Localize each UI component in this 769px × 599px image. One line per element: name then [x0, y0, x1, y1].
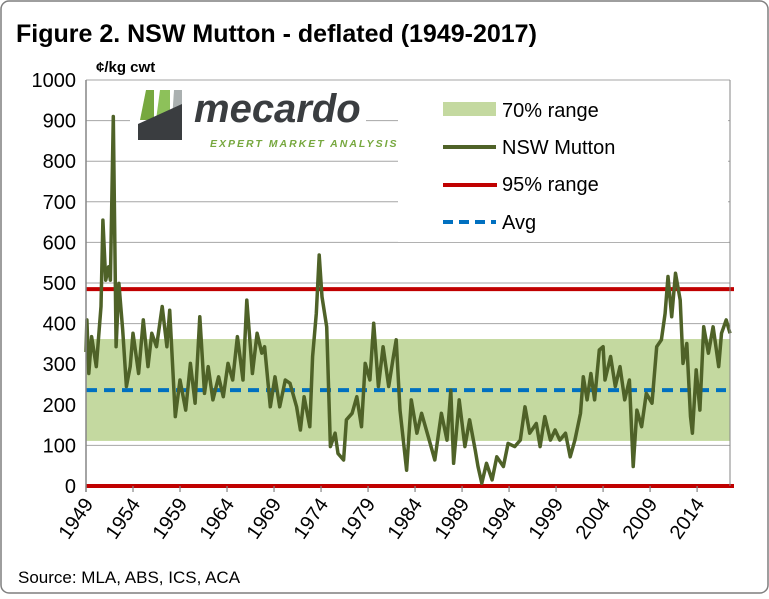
legend-label-95-range: 95% range [502, 174, 599, 196]
legend-label-avg: Avg [502, 212, 536, 234]
logo-base [138, 104, 182, 140]
chart-title: Figure 2. NSW Mutton - deflated (1949-20… [16, 20, 537, 48]
reference-lines [86, 287, 734, 488]
y-tick-label: 800 [43, 151, 76, 173]
legend-swatch-70-range [443, 102, 496, 116]
nsw-mutton-line [84, 114, 732, 485]
y-tick-label: 400 [43, 314, 76, 336]
legend: 70% range NSW Mutton 95% range Avg [443, 100, 615, 234]
y-tick-label: 200 [43, 395, 76, 417]
y-tick-label: 700 [43, 192, 76, 214]
mecardo-logo: mecardo EXPERT MARKET ANALYSIS [138, 87, 399, 150]
legend-label-nsw-mutton: NSW Mutton [502, 137, 615, 159]
y-tick-label: 900 [43, 111, 76, 133]
logo-wordmark: mecardo [194, 87, 361, 131]
legend-label-70-range: 70% range [502, 100, 599, 122]
y-tick-label: 300 [43, 354, 76, 376]
axes [85, 80, 731, 492]
series-layer [84, 114, 732, 485]
y-axis-label: ¢/kg cwt [96, 59, 155, 76]
logo-tagline: EXPERT MARKET ANALYSIS [210, 138, 399, 150]
logo-bar-1 [140, 90, 154, 120]
y-tick-label: 100 [43, 435, 76, 457]
y-tick-label: 600 [43, 232, 76, 254]
y-tick-label: 1000 [32, 70, 77, 92]
y-tick-label: 500 [43, 273, 76, 295]
y-tick-labels: 0 100 200 300 400 500 600 700 800 900 1000 [32, 70, 77, 498]
source-note: Source: MLA, ABS, ICS, ACA [18, 568, 241, 587]
y-tick-label: 0 [65, 476, 76, 498]
